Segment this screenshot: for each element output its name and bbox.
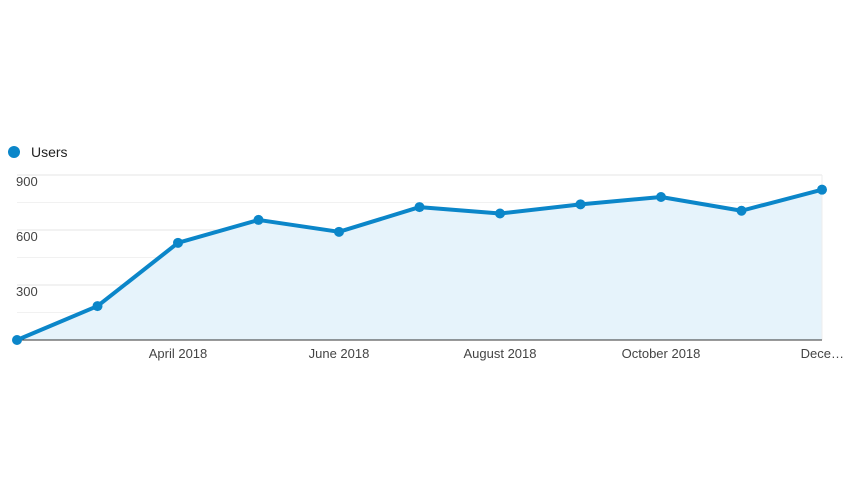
x-tick-label-0: April 2018	[149, 346, 208, 361]
y-tick-label-600: 600	[16, 229, 38, 244]
y-tick-label-900: 900	[16, 174, 38, 189]
x-tick-label-4: Dece…	[801, 346, 844, 361]
data-point-1	[92, 301, 103, 312]
legend-marker-users	[8, 146, 20, 158]
data-point-2	[173, 237, 183, 248]
data-point-0	[12, 335, 22, 345]
data-point-8	[656, 192, 666, 202]
data-point-10	[817, 184, 827, 195]
chart-legend: Users	[8, 144, 68, 160]
data-point-6	[495, 208, 505, 219]
data-point-4	[334, 226, 344, 237]
series-area-users	[17, 189, 822, 340]
legend-label-users: Users	[31, 144, 68, 160]
data-point-7	[575, 199, 586, 210]
data-point-9	[736, 205, 747, 216]
data-point-3	[253, 214, 264, 225]
data-point-5	[414, 202, 425, 213]
x-tick-label-1: June 2018	[309, 346, 370, 361]
y-tick-label-300: 300	[16, 284, 38, 299]
x-tick-label-2: August 2018	[463, 346, 536, 361]
x-tick-label-3: October 2018	[622, 346, 701, 361]
